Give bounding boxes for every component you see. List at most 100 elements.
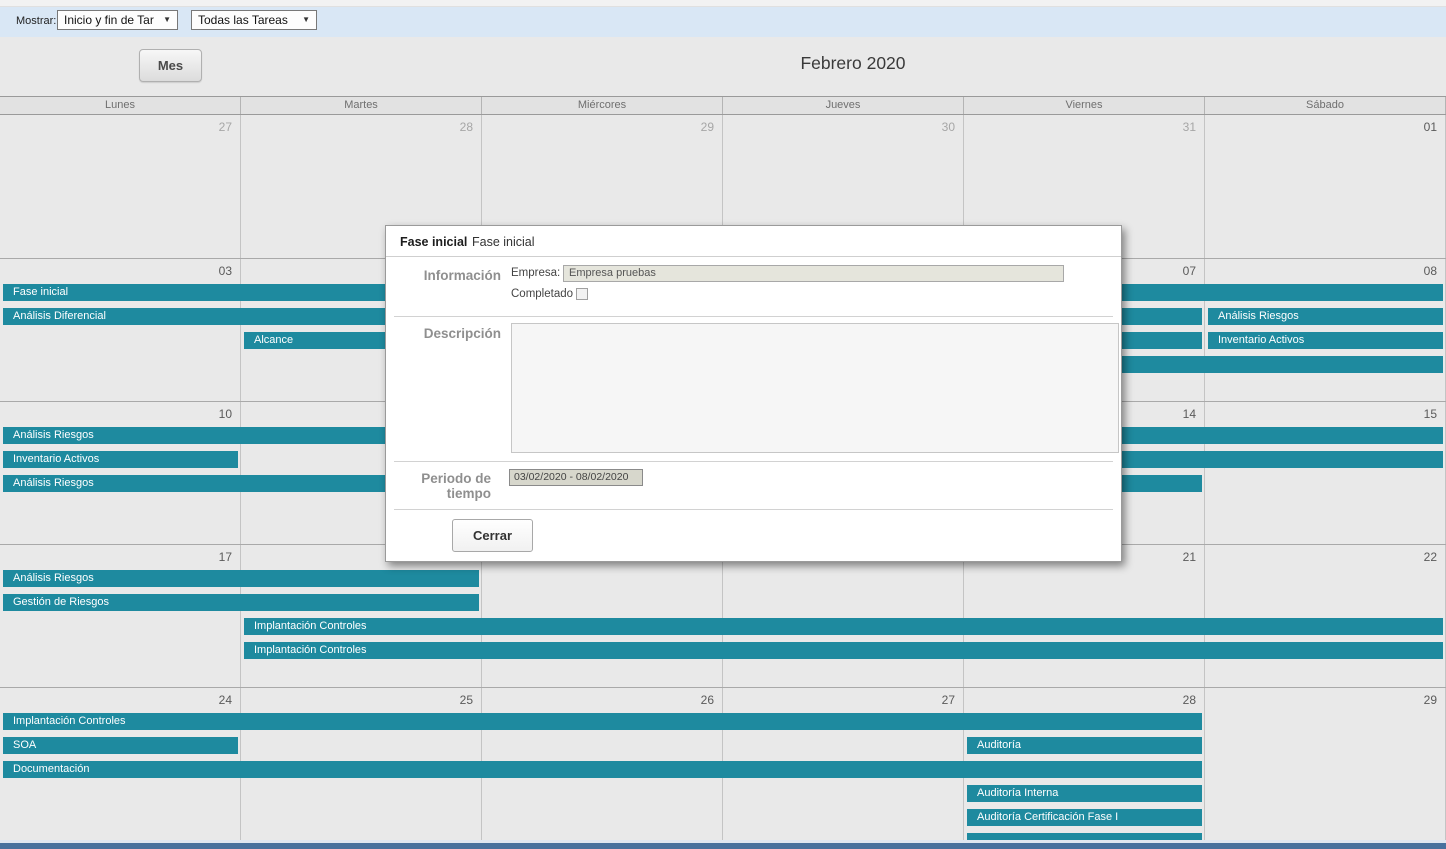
day-number: 27: [218, 120, 232, 134]
day-number: 17: [218, 550, 232, 564]
day-header-cell: Sábado: [1205, 97, 1446, 114]
day-header-cell: Lunes: [0, 97, 241, 114]
day-number: 24: [218, 693, 232, 707]
task-bar[interactable]: Análisis Riesgos: [3, 570, 479, 587]
day-cell: 21: [964, 545, 1205, 687]
dialog-tab-bar: Fase inicial Fase inicial: [386, 226, 1121, 257]
task-bar-label: Alcance: [254, 334, 294, 346]
day-number: 03: [218, 264, 232, 278]
task-bar-label: Fase inicial: [13, 286, 69, 298]
day-number: 28: [459, 120, 473, 134]
day-number: 26: [700, 693, 714, 707]
week-row: 24 25 26 27 28 29 Implantación Controles SOA Aud…: [0, 687, 1446, 849]
descripcion-section-label: Descripción: [423, 326, 501, 341]
day-cell: 15: [1205, 402, 1446, 544]
completado-label: Completado: [511, 288, 574, 300]
tab-fase-inicial-active[interactable]: Fase inicial: [400, 235, 468, 249]
view-mode-select[interactable]: Inicio y fin de Tar ▼: [57, 10, 178, 30]
day-number: 29: [700, 120, 714, 134]
task-bar[interactable]: Implantación Controles: [244, 618, 1443, 635]
task-bar[interactable]: Auditoría: [967, 737, 1202, 754]
day-cell: 08: [1205, 259, 1446, 401]
mostrar-label: Mostrar:: [16, 15, 57, 27]
task-bar-label: Gestión de Riesgos: [13, 596, 109, 608]
mes-view-button[interactable]: Mes: [139, 49, 202, 82]
task-bar-label: Auditoría Certificación Fase I: [977, 811, 1119, 823]
periodo-label-line2: tiempo: [446, 486, 491, 501]
task-bar-label: Implantación Controles: [13, 715, 126, 727]
task-bar[interactable]: Inventario Activos: [3, 451, 238, 468]
section-divider: [394, 461, 1113, 462]
day-number: 25: [459, 693, 473, 707]
task-bar-label: Inventario Activos: [13, 453, 100, 465]
periodo-label-line1: Periodo de: [421, 471, 491, 486]
bottom-accent-strip: [0, 843, 1446, 849]
day-number: 07: [1182, 264, 1196, 278]
section-divider: [394, 316, 1113, 317]
day-number: 22: [1423, 550, 1437, 564]
periodo-section-label: Periodo de tiempo: [376, 471, 491, 501]
task-bar-label: Análisis Riesgos: [13, 429, 94, 441]
week-row: 17 21 22 Análisis Riesgos Gestión de Riesgos…: [0, 544, 1446, 687]
tab-fase-inicial[interactable]: Fase inicial: [472, 235, 535, 249]
task-bar-label: Implantación Controles: [254, 620, 367, 632]
bottom-light-strip: [0, 840, 1446, 843]
day-cell: 22: [1205, 545, 1446, 687]
task-bar-label: Documentación: [13, 763, 90, 775]
empresa-label: Empresa:: [511, 267, 561, 279]
task-bar-label: SOA: [13, 739, 37, 751]
task-bar[interactable]: Análisis Riesgos: [1208, 308, 1443, 325]
descripcion-textarea[interactable]: [511, 323, 1119, 453]
day-number: 31: [1182, 120, 1196, 134]
day-number: 27: [941, 693, 955, 707]
calendar-header: Mes Febrero 2020: [0, 37, 1446, 96]
view-mode-select-value: Inicio y fin de Tar: [64, 13, 154, 27]
day-header-cell: Miércores: [482, 97, 723, 114]
window-top-strip: [0, 0, 1446, 7]
empresa-input[interactable]: Empresa pruebas: [563, 265, 1064, 282]
section-divider: [394, 509, 1113, 510]
task-bar-label: Auditoría: [977, 739, 1022, 751]
day-number: 30: [941, 120, 955, 134]
task-bar[interactable]: Auditoría Certificación Fase I: [967, 809, 1202, 826]
task-bar-label: Implantación Controles: [254, 644, 367, 656]
day-header-cell: Jueves: [723, 97, 964, 114]
task-bar[interactable]: SOA: [3, 737, 238, 754]
task-bar-label: Auditoría Interna: [977, 787, 1059, 799]
day-number: 01: [1423, 120, 1437, 134]
task-filter-select[interactable]: Todas las Tareas ▼: [191, 10, 317, 30]
task-bar-label: Análisis Riesgos: [1218, 310, 1299, 322]
day-number: 29: [1423, 693, 1437, 707]
day-cell: 10: [0, 402, 241, 544]
task-bar[interactable]: Auditoría Interna: [967, 785, 1202, 802]
day-number: 10: [218, 407, 232, 421]
chevron-down-icon: ▼: [302, 15, 310, 24]
day-cell: 01: [1205, 115, 1446, 258]
month-title: Febrero 2020: [800, 53, 906, 73]
day-cell: [482, 545, 723, 687]
day-cell: 03: [0, 259, 241, 401]
day-cell: [241, 545, 482, 687]
task-bar[interactable]: Inventario Activos: [1208, 332, 1443, 349]
task-bar[interactable]: Documentación: [3, 761, 1202, 778]
task-bar[interactable]: Implantación Controles: [244, 642, 1443, 659]
task-bar-label: Análisis Diferencial: [13, 310, 106, 322]
day-cell: 29: [1205, 688, 1446, 840]
task-bar[interactable]: Implantación Controles: [3, 713, 1202, 730]
day-number: 14: [1182, 407, 1196, 421]
task-filter-select-value: Todas las Tareas: [198, 13, 288, 27]
day-number: 28: [1182, 693, 1196, 707]
task-bar[interactable]: Gestión de Riesgos: [3, 594, 479, 611]
task-bar-label: Inventario Activos: [1218, 334, 1305, 346]
chevron-down-icon: ▼: [163, 15, 171, 24]
day-cell: 27: [0, 115, 241, 258]
cerrar-button[interactable]: Cerrar: [452, 519, 533, 552]
day-header-cell: Viernes: [964, 97, 1205, 114]
day-header-cell: Martes: [241, 97, 482, 114]
completado-checkbox[interactable]: [576, 288, 588, 300]
task-bar-label: Análisis Riesgos: [13, 477, 94, 489]
day-cell: 17: [0, 545, 241, 687]
periodo-input[interactable]: 03/02/2020 - 08/02/2020: [509, 469, 643, 486]
day-number: 15: [1423, 407, 1437, 421]
